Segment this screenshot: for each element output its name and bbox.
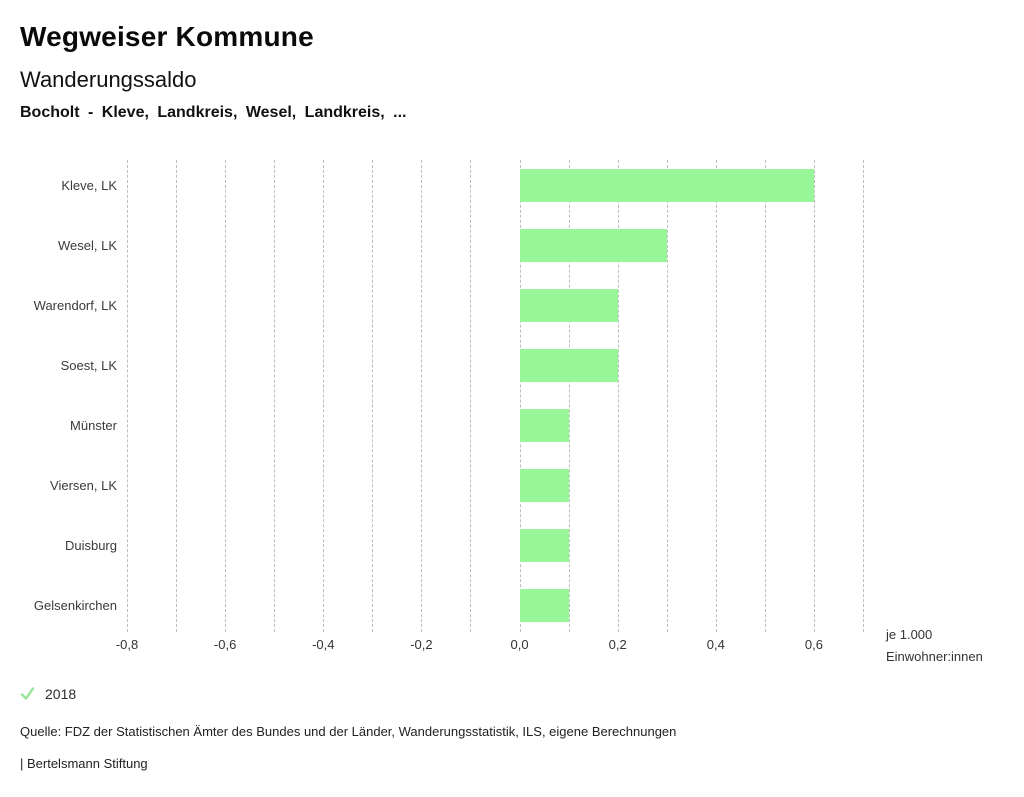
x-axis-ticks: -0,8 -0,6 -0,4 -0,2 0,0 0,2 0,4 0,6 (116, 637, 863, 653)
bar-warendorf-lk (519, 288, 618, 322)
gridline (372, 160, 374, 632)
x-tick-label: 0,6 (804, 637, 823, 652)
gridline (764, 160, 766, 632)
gridline (813, 160, 815, 632)
axis-unit-line-1: je 1.000 (886, 627, 933, 642)
gridline (617, 160, 619, 632)
bar-kleve-lk (519, 168, 814, 202)
category-label: Soest, LK (60, 357, 117, 373)
legend-item-2018[interactable]: 2018 (19, 685, 76, 702)
bar-duisburg (519, 528, 569, 562)
bar-soest-lk (519, 348, 618, 382)
x-tick-label: -0,8 (115, 637, 139, 652)
axis-unit-label: je 1.000 Einwohner:innen (886, 624, 983, 668)
bar-wesel-lk (519, 228, 667, 262)
chart-title: Wanderungssaldo (20, 67, 197, 92)
category-label: Duisburg (64, 537, 117, 553)
gridline (176, 160, 178, 632)
gridline (863, 160, 864, 632)
gridline (323, 160, 325, 632)
comparison-subtitle: Bocholt - Kleve, Landkreis, Wesel, Landk… (20, 104, 407, 121)
x-tick-label: -0,2 (410, 637, 433, 652)
gridline (225, 160, 227, 632)
category-label: Viersen, LK (50, 477, 117, 493)
source-note: Quelle: FDZ der Statistischen Ämter des … (20, 724, 677, 739)
gridline (568, 160, 570, 632)
axis-unit-line-2: Einwohner:innen (886, 649, 983, 664)
x-tick-label: 0,0 (510, 637, 529, 652)
gridline (470, 160, 472, 632)
category-label: Wesel, LK (57, 237, 117, 253)
gridline (274, 160, 276, 632)
bar-chart-plot-area (127, 155, 864, 635)
x-tick-label: 0,2 (608, 637, 627, 652)
bar-münster (519, 408, 569, 442)
legend-year-label: 2018 (45, 685, 77, 702)
x-tick-label: -0,4 (312, 637, 335, 652)
x-tick-label: 0,4 (706, 637, 725, 652)
gridline (421, 160, 423, 632)
gridline (666, 160, 668, 632)
category-label: Kleve, LK (61, 177, 117, 193)
page-title: Wegweiser Kommune (20, 21, 314, 52)
bar-gelsenkirchen (519, 588, 569, 622)
bar-viersen-lk (519, 468, 569, 502)
branding-note: | Bertelsmann Stiftung (20, 756, 148, 771)
check-icon (20, 687, 35, 700)
category-label: Warendorf, LK (33, 297, 117, 313)
gridline (127, 160, 128, 632)
x-tick-label: -0,6 (213, 637, 237, 652)
category-label: Gelsenkirchen (33, 597, 117, 613)
gridline (715, 160, 717, 632)
gridline (519, 160, 521, 632)
category-label: Münster (70, 417, 117, 433)
category-axis: Kleve, LK Wesel, LK Warendorf, LK Soest, LK… (0, 155, 117, 635)
